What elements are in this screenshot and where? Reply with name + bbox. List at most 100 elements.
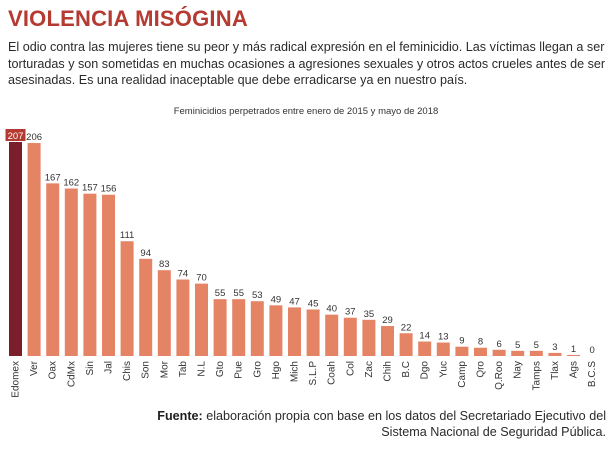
value-label: 207 [8, 131, 24, 142]
category-label: Qro [476, 361, 487, 378]
bar-hgo [269, 305, 283, 356]
bar-cdmx [64, 188, 78, 356]
value-label: 8 [478, 337, 483, 348]
bar-sin [83, 193, 97, 356]
category-label: Nay [513, 361, 524, 379]
value-label: 9 [459, 336, 464, 347]
value-label: 55 [215, 288, 226, 299]
bar-gto [213, 299, 227, 356]
bar-coah [325, 314, 339, 356]
value-label: 13 [438, 332, 449, 343]
category-label: Sin [85, 361, 96, 375]
value-label: 5 [534, 340, 539, 351]
bar-chih [381, 326, 394, 356]
category-label: Hgo [271, 361, 282, 380]
value-label: 206 [26, 132, 42, 143]
bar-dgo [418, 341, 432, 356]
bar-qro [474, 347, 487, 356]
bar-edomex [9, 142, 22, 356]
highlight-value-background [5, 129, 26, 141]
bar-b-c [399, 333, 413, 356]
value-label: 162 [63, 178, 79, 189]
category-label: Tlax [550, 361, 561, 380]
category-label: Camp [457, 361, 468, 388]
value-label: 70 [196, 273, 207, 284]
chart-title: VIOLENCIA MISÓGINA [8, 6, 248, 31]
bar-oax [46, 183, 60, 356]
category-label: CdMx [66, 361, 77, 387]
category-label: Edomex [11, 361, 22, 398]
bar-col [343, 317, 357, 356]
bar-mich [288, 307, 301, 356]
category-label: Oax [48, 361, 59, 379]
value-label: 14 [419, 331, 430, 342]
category-label: Dgo [420, 361, 431, 380]
value-label: 22 [401, 322, 412, 333]
bar-ver [27, 143, 41, 356]
source-text: elaboración propia con base en los datos… [206, 409, 606, 439]
category-label: Mich [290, 361, 301, 382]
category-label: Yuc [438, 361, 449, 378]
category-labels-group: Edomex Ver Oax CdMx Sin Jal Chis Son Mor Tab N.L Gt… [11, 360, 599, 397]
category-label: Son [141, 361, 152, 379]
source-note: Fuente: elaboración propia con base en l… [120, 408, 606, 440]
value-label: 74 [178, 268, 189, 279]
category-label: Coah [327, 361, 338, 385]
category-label: Chih [383, 361, 394, 382]
bar-ags [567, 354, 580, 356]
bar-tlax [548, 352, 562, 356]
bar-tab [176, 279, 190, 356]
source-label: Fuente: [157, 409, 203, 423]
intro-paragraph: El odio contra las mujeres tiene su peor… [8, 40, 606, 87]
category-label: Tab [178, 361, 189, 378]
bar-s-l-p [306, 309, 320, 356]
value-label: 156 [101, 184, 117, 195]
category-label: Tamps [531, 361, 542, 390]
bar-jal [102, 194, 115, 356]
category-label: Pue [234, 361, 245, 379]
category-label: B.C [401, 361, 412, 378]
value-label: 5 [515, 340, 520, 351]
bar-camp [455, 346, 469, 356]
bar-pue [232, 299, 246, 356]
category-label: Gro [252, 361, 263, 378]
value-label: 45 [308, 298, 319, 309]
value-label: 29 [382, 315, 393, 326]
value-label: 3 [552, 342, 557, 353]
value-label: 53 [252, 290, 263, 301]
category-label: Ags [569, 361, 580, 378]
value-label: 40 [326, 304, 337, 315]
category-label: Q.Roo [494, 361, 505, 390]
category-label: Zac [364, 361, 375, 378]
bar-nay [511, 350, 525, 356]
bar-chis [120, 241, 134, 356]
category-label: Jal [104, 361, 115, 374]
value-label: 55 [233, 288, 244, 299]
value-label: 49 [271, 294, 282, 305]
category-label: B.C.S [587, 361, 598, 387]
bar-son [139, 258, 153, 356]
value-label: 47 [289, 296, 300, 307]
value-label: 83 [159, 259, 170, 270]
bar-zac [362, 319, 376, 356]
bar-tamps [529, 350, 543, 356]
value-label: 157 [82, 183, 98, 194]
category-label: Gto [215, 361, 226, 378]
value-label: 167 [45, 172, 61, 183]
value-label: 35 [364, 309, 375, 320]
bar-yuc [436, 342, 450, 356]
bar-mor [157, 270, 171, 356]
bar-q-roo [492, 349, 506, 356]
value-label: 111 [120, 230, 134, 241]
value-label: 94 [140, 248, 151, 259]
bar-gro [250, 301, 264, 356]
value-label: 37 [345, 307, 356, 318]
bars-group [9, 142, 580, 356]
value-label: 1 [571, 344, 576, 355]
bar-n-l [195, 283, 208, 356]
category-label: Col [345, 361, 356, 376]
category-label: Ver [29, 360, 40, 376]
value-label: 6 [496, 339, 501, 350]
